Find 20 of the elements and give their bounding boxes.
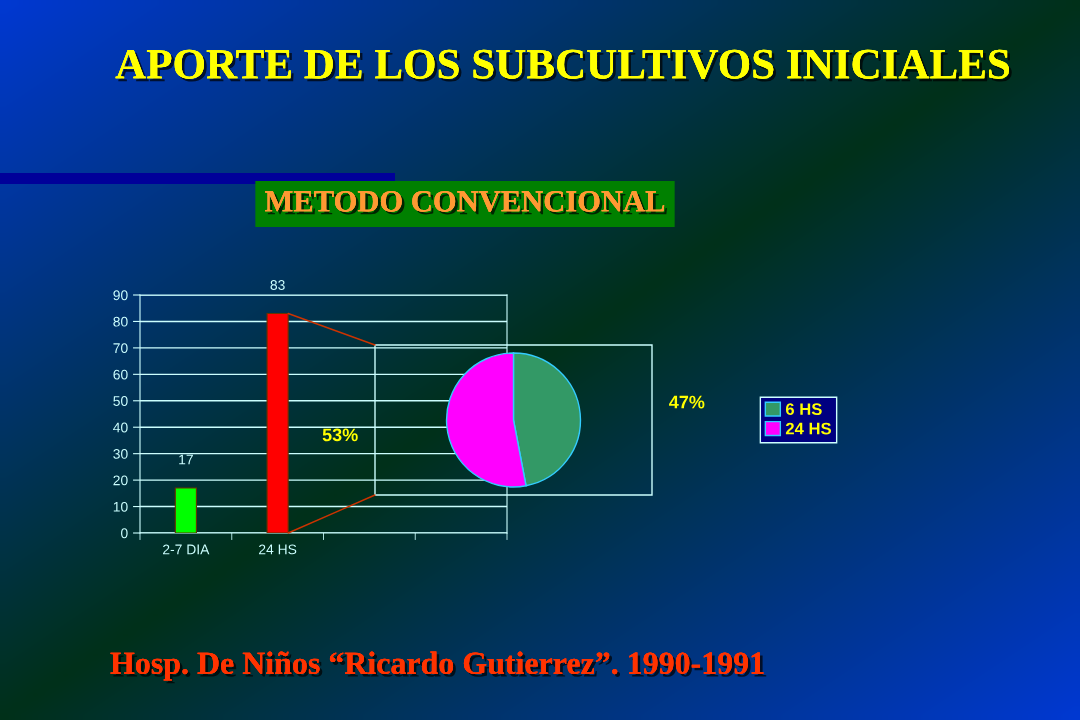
chart-title: APORTE DE LOS SUBCULTIVOS INICIALES — [115, 49, 1012, 82]
y-tick-label: 40 — [113, 422, 128, 433]
y-tick-label: 50 — [113, 396, 128, 406]
y-tick-label: 20 — [113, 475, 128, 486]
x-tick-label: 2-7 DIA — [163, 544, 210, 555]
data-label: 17 — [179, 454, 193, 465]
y-tick-label: 30 — [113, 449, 128, 459]
data-label: 83 — [270, 280, 285, 290]
y-tick-label: 70 — [113, 343, 128, 354]
chart-subtitle: METODO CONVENCIONAL — [265, 191, 667, 215]
data-label: 53% — [322, 428, 358, 442]
y-tick-label: 80 — [113, 316, 128, 327]
y-tick-label: 0 — [121, 528, 128, 539]
y-tick-label: 60 — [113, 369, 128, 380]
legend-label: 6 HS — [785, 403, 822, 416]
data-label: 47% — [669, 395, 705, 409]
y-tick-label: 10 — [113, 501, 128, 512]
legend-label: 24 HS — [785, 422, 831, 435]
y-tick-label: 90 — [113, 290, 128, 301]
text: Hosp. De Niños “Ricardo Gutierrez”. 1990-1991 — [110, 651, 767, 684]
